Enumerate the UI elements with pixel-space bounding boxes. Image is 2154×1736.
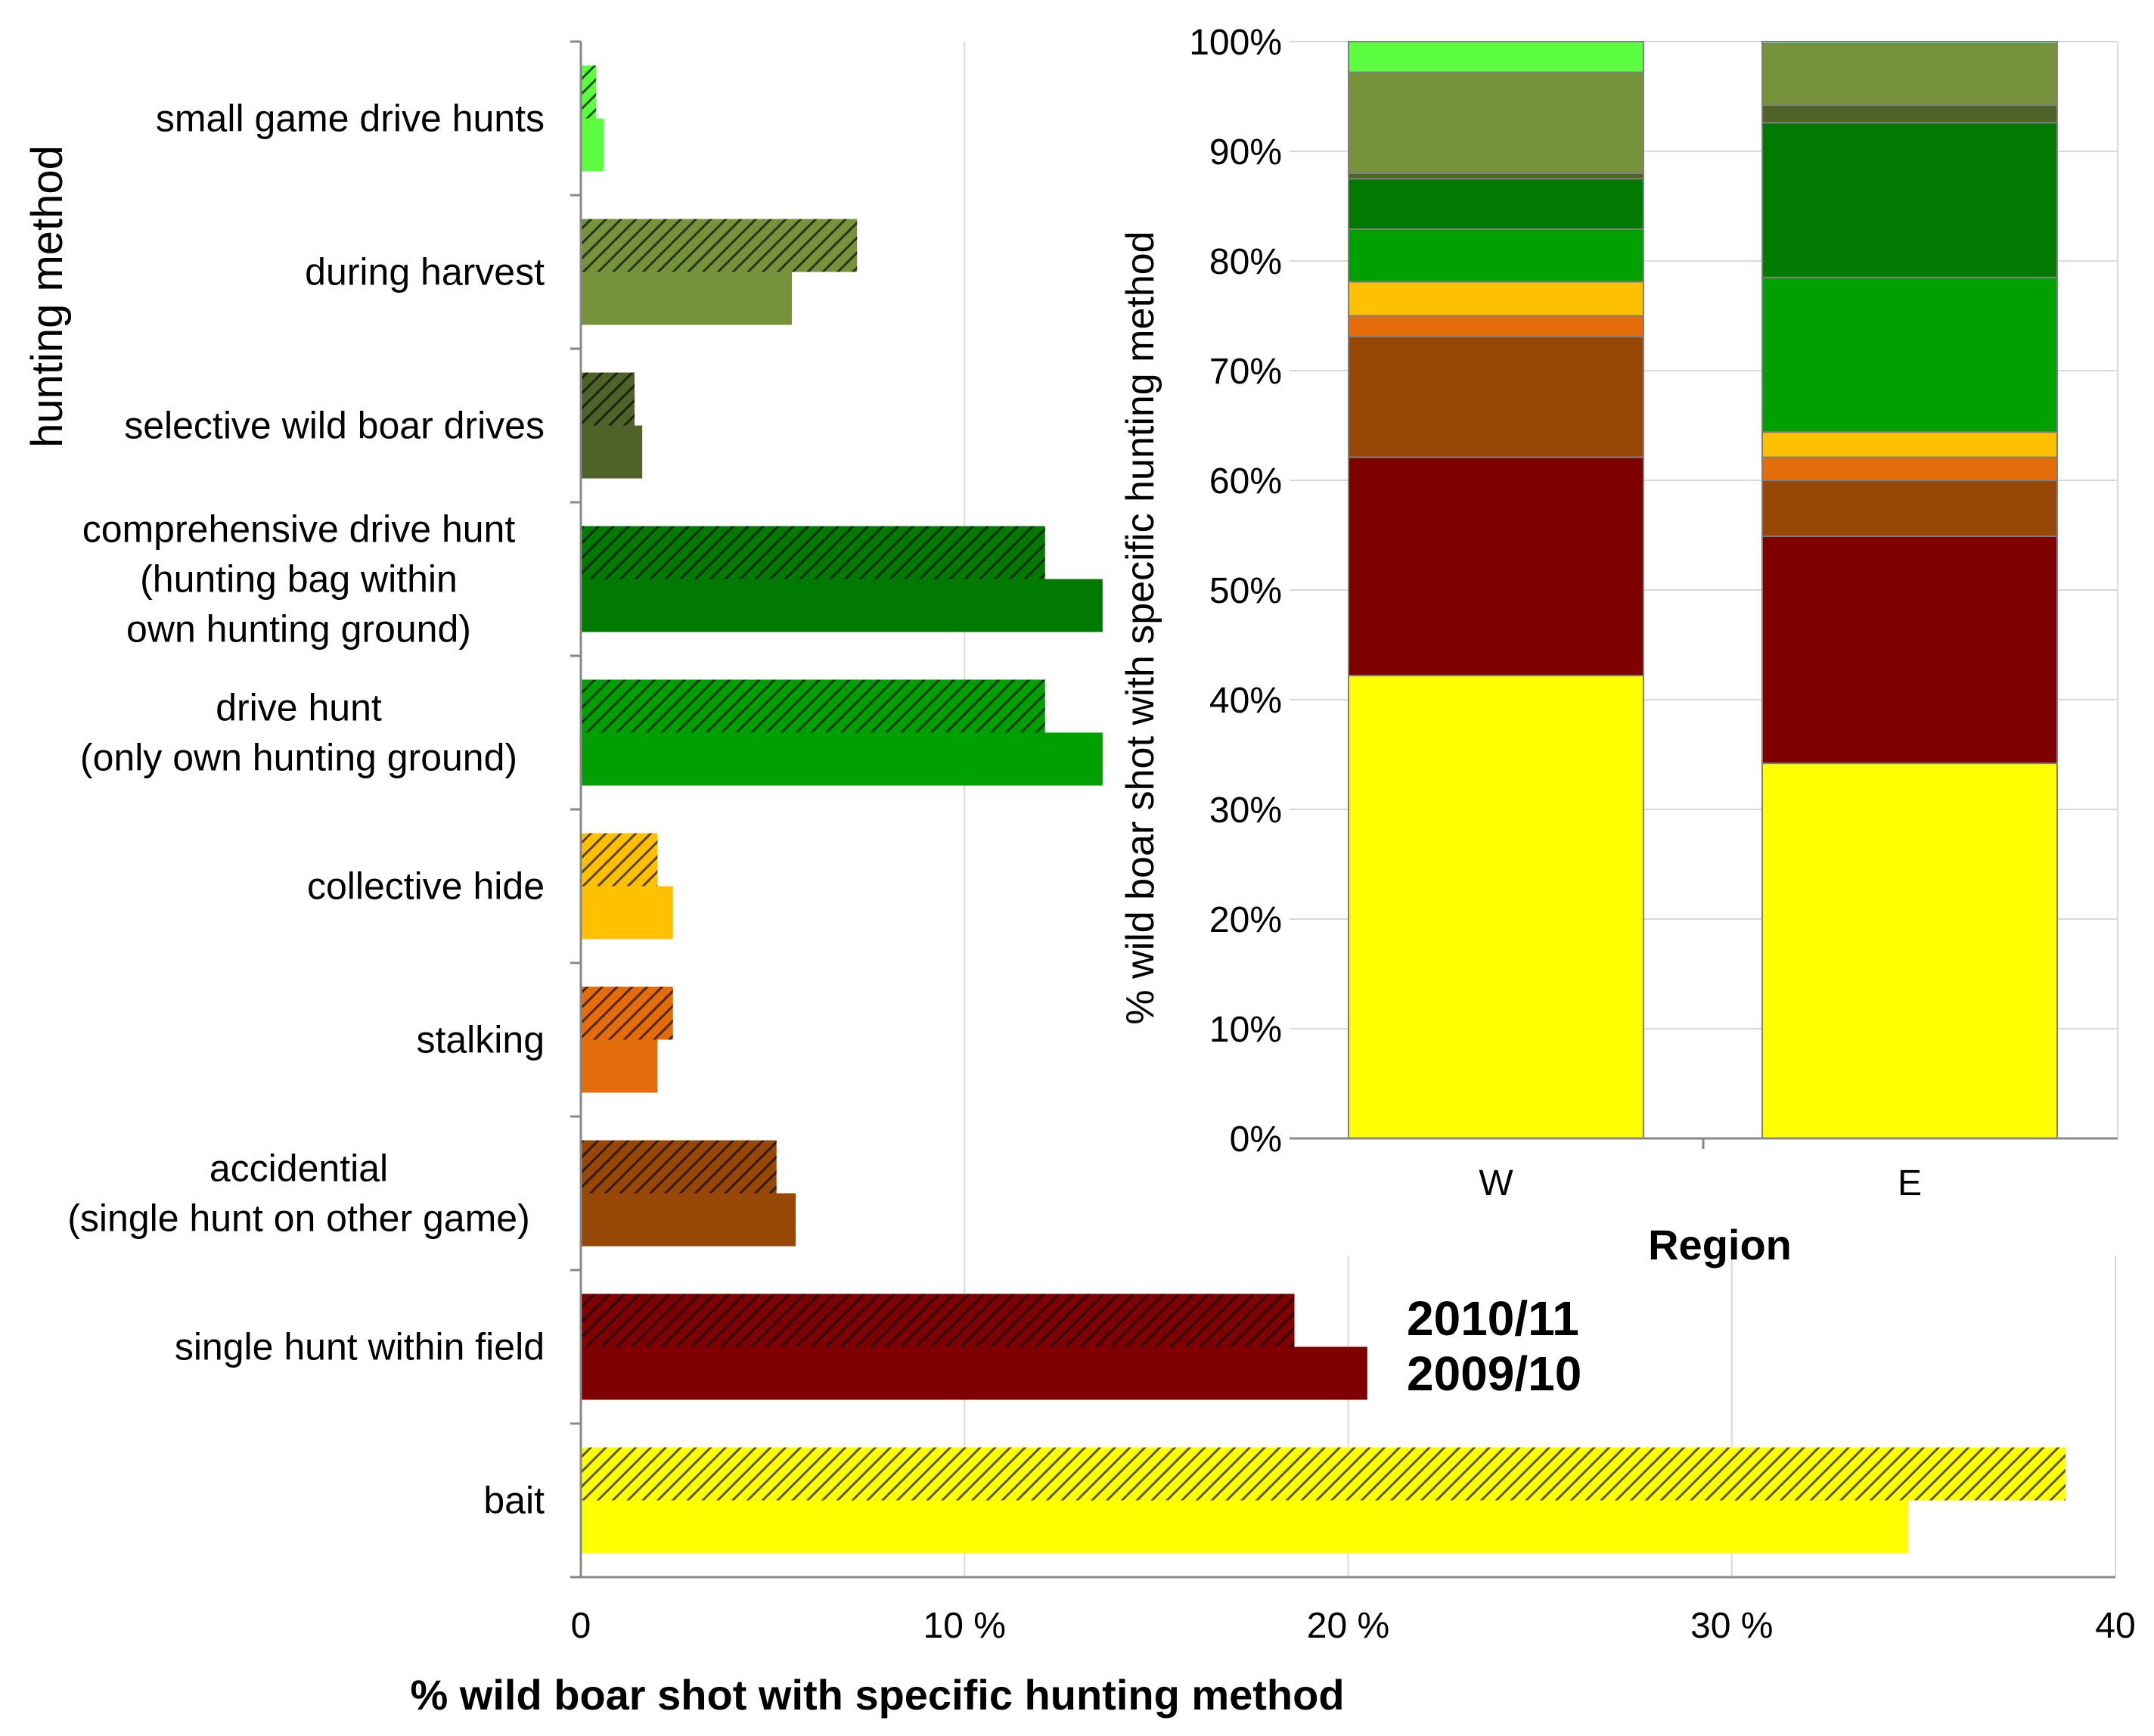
stacked-segment xyxy=(1761,431,2058,458)
bar-marks xyxy=(581,65,2066,1554)
stacked-segment xyxy=(1348,71,1644,174)
stacked-segment xyxy=(1761,122,2058,278)
bar-solid xyxy=(581,886,673,939)
inset-y-tick-label: 0% xyxy=(1230,1120,1282,1160)
bar-hatch-overlay xyxy=(581,1447,2066,1501)
inset-category-label: E xyxy=(1898,1163,1922,1203)
bar-hatch-overlay xyxy=(581,65,597,119)
category-label: stalking xyxy=(416,1019,545,1061)
inset-y-axis-title: % wild boar shot with specific hunting m… xyxy=(1119,231,1162,1024)
bar-hatch-overlay xyxy=(581,679,1045,733)
x-tick-label: 20 % xyxy=(1307,1606,1389,1646)
inset-y-tick-label: 100% xyxy=(1189,23,1282,63)
bar-hatch-overlay xyxy=(581,372,635,426)
category-label: (single hunt on other game) xyxy=(67,1197,529,1240)
value-tick-labels: 0 10 % 20 % 30 % 40 xyxy=(571,1606,2136,1646)
inset-y-tick-label: 30% xyxy=(1209,790,1282,831)
legend-label-2009-10: 2009/10 xyxy=(1407,1346,1581,1401)
bar-hatch-overlay xyxy=(581,526,1045,579)
inset-category-label: W xyxy=(1479,1163,1513,1203)
category-label: during harvest xyxy=(305,251,545,293)
x-tick-label: 10 % xyxy=(923,1606,1006,1646)
inset-y-tick-label: 10% xyxy=(1209,1010,1282,1050)
horizontal-bar-chart: small game drive hunts during harvest sele… xyxy=(23,40,2136,1719)
category-label: bait xyxy=(483,1480,545,1522)
bar-hatch-overlay xyxy=(581,1140,777,1194)
category-label: small game drive hunts xyxy=(156,98,545,140)
x-tick-label: 30 % xyxy=(1690,1606,1773,1646)
bar-solid xyxy=(581,579,1103,632)
inset-y-tick-labels: 0% 10% 20% 30% 40% 50% 60% 70% 80% 90% 100% xyxy=(1189,23,1282,1160)
category-label: comprehensive drive hunt xyxy=(82,508,516,551)
legend-label-2010-11: 2010/11 xyxy=(1407,1291,1579,1346)
stacked-segment xyxy=(1761,535,2058,765)
inset-y-tick-label: 60% xyxy=(1209,461,1282,502)
category-label: selective wild boar drives xyxy=(124,405,545,447)
stacked-segment xyxy=(1761,104,2058,124)
stacked-segment xyxy=(1761,276,2058,433)
bar-solid xyxy=(581,425,643,479)
stacked-segment xyxy=(1761,480,2058,537)
stacked-segment xyxy=(1348,172,1644,180)
inset-x-axis-title: Region xyxy=(1648,1221,1792,1269)
category-label: (hunting bag within xyxy=(140,558,458,601)
bar-solid xyxy=(581,118,604,172)
category-label: drive hunt xyxy=(216,687,382,729)
category-label: accidential xyxy=(210,1147,388,1190)
bar-solid xyxy=(581,1500,1909,1554)
bar-solid xyxy=(581,1346,1367,1400)
bar-hatch-overlay xyxy=(581,986,673,1040)
bar-hatch-overlay xyxy=(581,833,658,887)
category-label: (only own hunting ground) xyxy=(80,737,517,779)
stacked-bar-marks xyxy=(1348,41,2058,1139)
stacked-segment xyxy=(1348,315,1644,338)
x-tick-label: 0 xyxy=(571,1606,591,1646)
stacked-segment xyxy=(1348,281,1644,317)
inset-y-tick-label: 70% xyxy=(1209,352,1282,392)
stacked-segment xyxy=(1761,456,2058,481)
inset-y-tick-label: 50% xyxy=(1209,571,1282,611)
stacked-segment xyxy=(1348,456,1644,677)
category-ticks xyxy=(570,40,581,1579)
inset-y-tick-label: 90% xyxy=(1209,132,1282,172)
bar-solid xyxy=(581,732,1103,786)
bar-solid xyxy=(581,1039,658,1093)
category-label: single hunt within field xyxy=(175,1326,545,1368)
stacked-segment xyxy=(1348,336,1644,458)
category-label: own hunting ground) xyxy=(126,608,471,651)
inset-y-tick-label: 20% xyxy=(1209,900,1282,940)
bar-solid xyxy=(581,1193,796,1247)
stacked-segment xyxy=(1761,41,2058,45)
category-label: collective hide xyxy=(307,865,545,908)
stacked-segment xyxy=(1348,228,1644,283)
inset-y-tick-label: 80% xyxy=(1209,242,1282,282)
stacked-segment xyxy=(1761,42,2058,107)
bar-hatch-overlay xyxy=(581,219,858,272)
stacked-segment xyxy=(1761,762,2058,1139)
bar-hatch-overlay xyxy=(581,1293,1295,1347)
inset-y-tick-label: 40% xyxy=(1209,681,1282,721)
category-labels: small game drive hunts during harvest sele… xyxy=(67,98,545,1522)
y-axis-title: hunting method xyxy=(23,145,72,448)
stacked-segment xyxy=(1348,675,1644,1139)
bar-solid xyxy=(581,272,792,325)
stacked-segment xyxy=(1348,41,1644,73)
x-tick-label: 40 xyxy=(2095,1606,2135,1646)
x-axis-title: % wild boar shot with specific hunting m… xyxy=(410,1671,1344,1719)
stacked-segment xyxy=(1348,178,1644,230)
